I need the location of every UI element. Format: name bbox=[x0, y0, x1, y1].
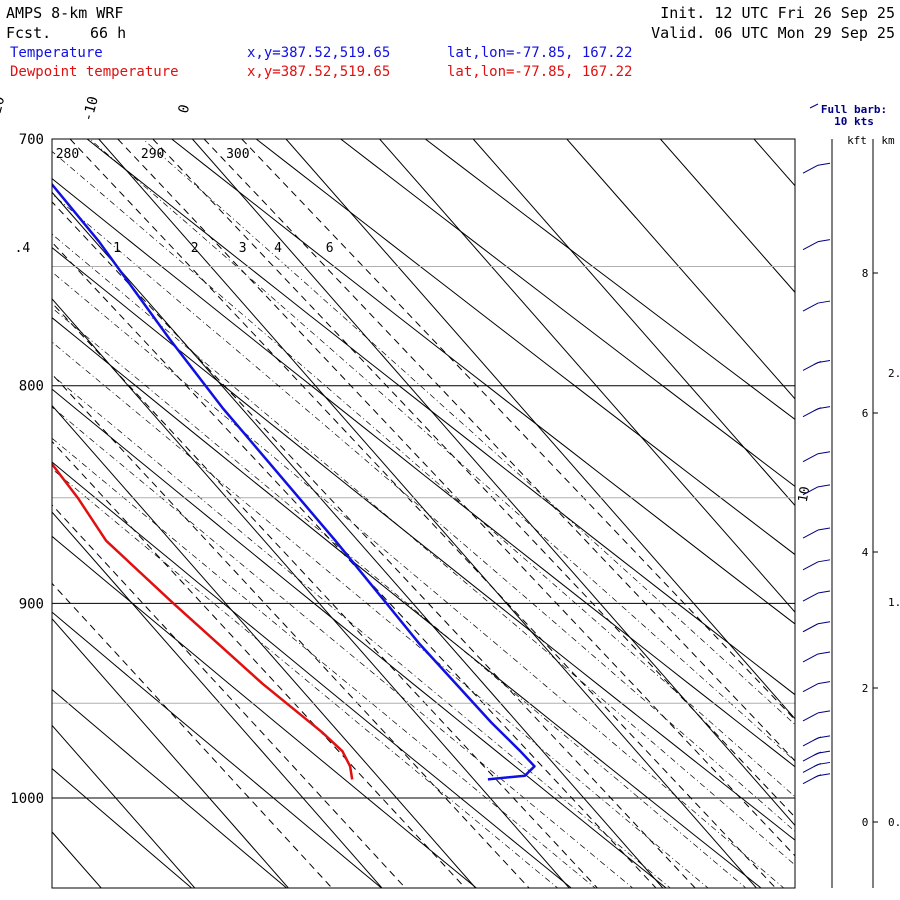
plot-frame bbox=[51, 138, 796, 889]
legend-dewpoint-latlon: lat,lon=-77.85, 167.22 bbox=[447, 64, 632, 80]
mixing-ratio-label: 4 bbox=[274, 241, 282, 256]
barb-key-line2: 10 kts bbox=[834, 115, 874, 128]
pressure-label: 700 bbox=[19, 132, 44, 148]
dry-adiabat bbox=[86, 139, 795, 696]
kft-label: kft bbox=[847, 134, 867, 147]
legend-temperature-xy: x,y=387.52,519.65 bbox=[247, 45, 390, 61]
dry-adiabat bbox=[52, 178, 795, 768]
moist-adiabat bbox=[52, 271, 785, 888]
moist-adiabat bbox=[142, 139, 795, 725]
wind-barb bbox=[802, 681, 831, 693]
temperature-tick-label: -10 bbox=[80, 95, 102, 124]
pressure-label: 800 bbox=[19, 379, 44, 395]
legend-dewpoint-name: Dewpoint temperature bbox=[10, 64, 179, 80]
wind-barb bbox=[802, 359, 831, 371]
mixing-ratio-line bbox=[117, 139, 795, 857]
isotherm bbox=[52, 404, 477, 888]
init-time: Init. 12 UTC Fri 26 Sep 25 bbox=[660, 4, 895, 22]
mixing-ratio-label: .4 bbox=[15, 241, 31, 256]
km-tick-label: 1. bbox=[888, 596, 900, 609]
wind-barb bbox=[802, 621, 831, 633]
dry-adiabat bbox=[52, 461, 573, 888]
valid-time: Valid. 06 UTC Mon 29 Sep 25 bbox=[651, 24, 895, 42]
pressure-label: 900 bbox=[19, 596, 44, 612]
wind-barb bbox=[802, 590, 831, 602]
mixing-ratio-line bbox=[241, 139, 795, 721]
mixing-ratio-label: 1 bbox=[113, 241, 121, 256]
wind-barb bbox=[802, 300, 831, 312]
isotherm bbox=[52, 617, 290, 888]
temperature-tick-label: 0 bbox=[176, 103, 194, 115]
kft-tick-label: 8 bbox=[862, 267, 869, 280]
mixing-ratio-label: 2 bbox=[191, 241, 199, 256]
dry-adiabat bbox=[52, 688, 288, 888]
fcst-label: Fcst. bbox=[6, 24, 51, 42]
wind-barb bbox=[802, 406, 831, 418]
dry-adiabat bbox=[52, 535, 478, 888]
wind-barb bbox=[802, 559, 831, 571]
isotherm bbox=[52, 724, 196, 888]
moist-adiabat bbox=[52, 150, 795, 798]
km-tick-label: 2. bbox=[888, 367, 900, 380]
dry-adiabat bbox=[255, 139, 795, 556]
wind-barb bbox=[802, 773, 831, 785]
barb-key: Full barb: 10 kts bbox=[809, 103, 887, 128]
wind-barb bbox=[802, 527, 831, 539]
legend-dewpoint-xy: x,y=387.52,519.65 bbox=[247, 64, 390, 80]
moist-adiabat bbox=[52, 307, 747, 888]
wind-barb bbox=[802, 484, 831, 496]
moist-adiabat bbox=[52, 341, 709, 888]
km-tick-label: 0. bbox=[888, 816, 900, 829]
kft-tick-label: 0 bbox=[862, 816, 869, 829]
kft-tick-label: 2 bbox=[862, 682, 869, 695]
wind-barb bbox=[802, 651, 831, 663]
dewpoint-profile bbox=[52, 461, 354, 780]
wind-barb bbox=[802, 750, 831, 762]
dry-adiabat bbox=[52, 767, 193, 888]
mixing-ratio-line bbox=[203, 139, 795, 762]
dry-adiabat-label: 290 bbox=[141, 147, 164, 162]
mixing-ratio-label: 3 bbox=[239, 241, 247, 256]
dry-adiabat-label: 300 bbox=[226, 147, 249, 162]
dry-adiabat bbox=[52, 611, 383, 888]
dry-adiabat bbox=[52, 388, 667, 888]
dry-adiabat bbox=[424, 139, 795, 420]
isotherm bbox=[52, 298, 570, 888]
model-title: AMPS 8-km WRF bbox=[6, 4, 123, 22]
wind-barb bbox=[802, 162, 831, 174]
km-label: km bbox=[881, 134, 895, 147]
wind-barb bbox=[802, 451, 831, 463]
temperature-profile bbox=[52, 182, 536, 781]
legend-temperature-name: Temperature bbox=[10, 45, 103, 61]
dry-adiabat bbox=[52, 246, 795, 841]
moist-adiabat bbox=[52, 233, 795, 866]
wind-barb bbox=[802, 710, 831, 722]
kft-tick-label: 4 bbox=[862, 546, 869, 559]
dry-adiabat bbox=[339, 139, 795, 488]
wind-barb bbox=[802, 239, 831, 251]
dry-adiabat bbox=[170, 139, 795, 625]
mixing-ratio-line bbox=[52, 582, 333, 888]
dry-adiabat-label: 280 bbox=[56, 147, 79, 162]
legend-temperature-latlon: lat,lon=-77.85, 167.22 bbox=[447, 45, 632, 61]
mixing-ratio-label: 6 bbox=[326, 241, 334, 256]
temperature-tick-label: -20 bbox=[0, 95, 8, 124]
mixing-ratio-line bbox=[52, 440, 466, 888]
mixing-ratio-line bbox=[152, 139, 795, 818]
mixing-ratio-line bbox=[69, 139, 777, 888]
kft-tick-label: 6 bbox=[862, 407, 869, 420]
pressure-label: 1000 bbox=[10, 791, 44, 807]
mixing-ratio-line bbox=[52, 504, 407, 888]
fcst-value: 66 h bbox=[90, 24, 126, 42]
isotherm bbox=[52, 511, 383, 888]
moist-adiabat bbox=[52, 193, 795, 832]
barb-key-line1: Full barb: bbox=[821, 103, 887, 116]
wind-barb bbox=[802, 735, 831, 747]
wind-barb bbox=[802, 761, 831, 773]
legend: Temperature x,y=387.52,519.65 lat,lon=-7… bbox=[10, 45, 632, 80]
